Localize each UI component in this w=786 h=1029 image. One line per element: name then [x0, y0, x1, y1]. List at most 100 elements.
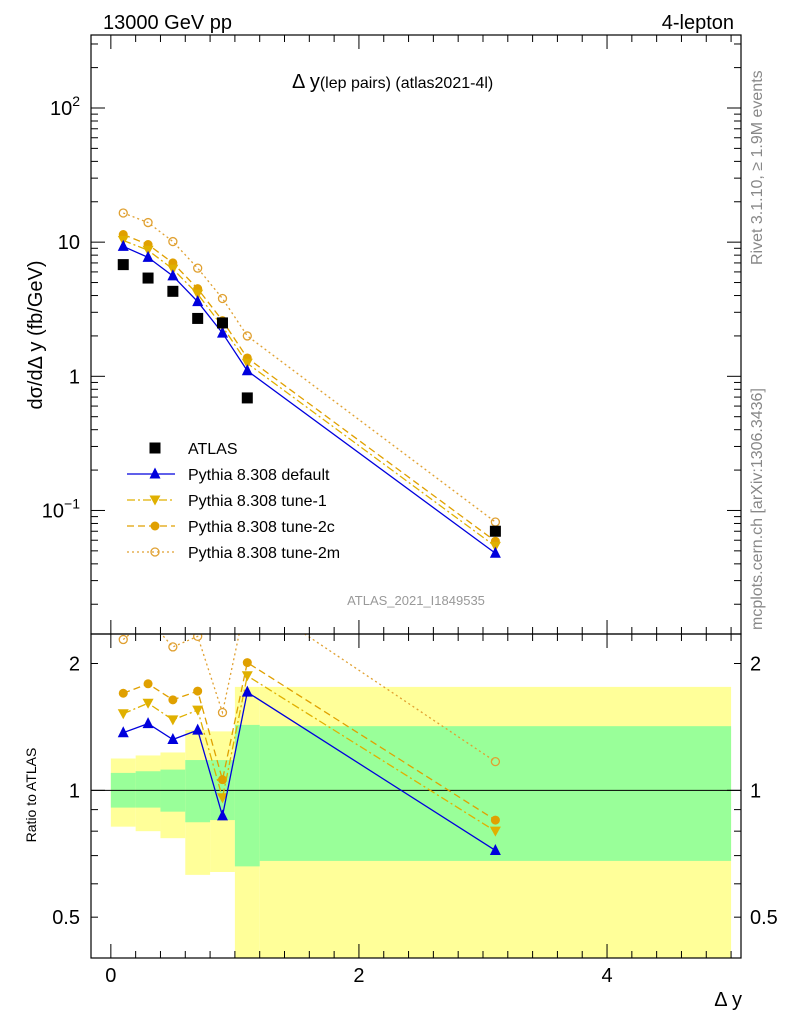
ratio-data-point	[118, 634, 128, 645]
main-data-point	[192, 312, 204, 324]
ratio-data-point	[489, 826, 501, 837]
inner-uncertainty-band	[185, 760, 211, 823]
ratio-frame	[90, 633, 742, 959]
ratio-data-point	[142, 717, 154, 729]
ratio-data-point	[192, 723, 204, 735]
ratio-data-point	[490, 815, 500, 825]
inner-uncertainty-band	[135, 771, 161, 808]
ratio-data-point	[490, 756, 501, 767]
ratio-data-point	[117, 726, 129, 738]
legend-marker	[149, 467, 161, 479]
plot-title-sub: (lep pairs) (atlas2021-4l)	[320, 75, 493, 92]
main-data-point	[489, 546, 501, 558]
ratio-y-tick-label-right: 0.5	[750, 907, 778, 929]
main-data-point	[142, 272, 154, 284]
ratio-y-tick-label: 1	[69, 780, 80, 802]
ratio-plot: 0.5 0.5 1 1 2 2 0 2 4	[52, 633, 778, 987]
ratio-series-line	[122, 634, 496, 763]
x-tick-label: 0	[105, 965, 116, 987]
main-data-point	[490, 517, 501, 527]
ratio-y-tick-label-right: 2	[750, 654, 761, 676]
ratio-data-point	[117, 709, 129, 720]
ratio-data-point	[241, 671, 253, 682]
x-tick-label: 4	[601, 965, 612, 987]
ratio-series-pythia-8-308-tune-1	[117, 671, 501, 837]
main-y-tick-label: 10	[58, 232, 80, 254]
ratio-data-point	[118, 688, 128, 698]
legend-marker	[150, 547, 160, 557]
main-data-point	[489, 525, 501, 537]
ratio-series-pythia-8-308-default	[117, 685, 501, 855]
ratio-data-point	[192, 705, 204, 716]
main-y-tick-exponent: −1	[64, 495, 80, 511]
main-data-point	[241, 364, 253, 376]
main-data-point	[117, 239, 129, 251]
legend-item: Pythia 8.308 tune-2m	[127, 545, 340, 562]
main-data-point	[216, 326, 228, 338]
header-right: 4-lepton	[662, 12, 734, 34]
plot-title-main: Δ y	[292, 71, 320, 93]
ratio-y-tick-label: 2	[69, 654, 80, 676]
main-data-point	[242, 331, 252, 341]
mcplots-label: mcplots.cern.ch [arXiv:1306.3436]	[749, 388, 766, 630]
main-data-point	[216, 317, 228, 329]
main-data-point	[142, 245, 154, 256]
ratio-data-point	[217, 775, 227, 785]
main-data-point	[117, 259, 129, 271]
legend-item: Pythia 8.308 tune-2c	[127, 519, 335, 536]
main-data-point	[192, 295, 204, 307]
main-y-tick-label: 102	[50, 93, 80, 120]
ratio-data-point	[489, 843, 501, 855]
main-y-tick-base: 10	[58, 232, 80, 254]
rivet-version-label: Rivet 3.1.10, ≥ 1.9M events	[749, 70, 766, 265]
ratio-data-point	[216, 809, 228, 821]
inner-uncertainty-band	[234, 724, 260, 867]
main-data-point	[142, 250, 154, 262]
ratio-y-axis-label: Ratio to ATLAS	[23, 748, 39, 843]
main-series-pythia-8-308-default	[117, 239, 501, 558]
main-y-tick-base: 10	[50, 98, 72, 120]
ratio-data-point	[193, 634, 203, 641]
main-y-tick-label: 1	[69, 366, 80, 388]
ratio-y-tick-label-right: 1	[750, 780, 761, 802]
ratio-data-point	[168, 695, 178, 705]
ratio-data-point	[168, 642, 178, 652]
legend-marker	[150, 521, 160, 531]
legend-item: Pythia 8.308 tune-1	[127, 493, 327, 510]
ratio-data-point	[216, 793, 228, 804]
main-y-axis-label: dσ/dΔ y (fb/GeV)	[25, 260, 47, 409]
x-axis-label: Δ y	[714, 989, 742, 1011]
main-data-point	[192, 289, 204, 300]
inner-uncertainty-band	[259, 726, 732, 861]
ratio-data-point	[167, 733, 179, 745]
ratio-data-point	[241, 685, 253, 697]
legend-marker	[149, 442, 161, 454]
main-y-tick-base: 10	[42, 500, 64, 522]
legend-label: Pythia 8.308 tune-2m	[188, 545, 340, 562]
main-data-point	[167, 285, 179, 297]
main-y-tick-exponent: 2	[72, 93, 80, 109]
legend-label: Pythia 8.308 tune-1	[188, 493, 327, 510]
legend-label: Pythia 8.308 tune-2c	[188, 519, 335, 536]
main-data-point	[241, 392, 253, 404]
legend-marker	[149, 495, 161, 506]
ratio-data-point	[143, 679, 153, 689]
legend-label: Pythia 8.308 default	[188, 467, 330, 484]
main-y-tick-label: 10−1	[42, 495, 80, 522]
main-series-pythia-8-308-tune-2m	[118, 208, 501, 527]
ratio-series-pythia-8-308-tune-2m	[118, 634, 501, 767]
legend: ATLAS Pythia 8.308 default Pythia 8.308 tu…	[127, 441, 340, 562]
legend-label: ATLAS	[188, 441, 238, 458]
ratio-data-point	[142, 698, 154, 709]
main-series-line	[123, 212, 496, 523]
main-data-point	[167, 269, 179, 281]
main-data-point	[168, 236, 178, 247]
main-data-point	[241, 358, 253, 369]
plot-title: Δ y(lep pairs) (atlas2021-4l)	[292, 71, 493, 93]
main-series-atlas	[117, 259, 501, 537]
main-data-point	[143, 217, 153, 228]
ratio-data-point	[217, 707, 228, 718]
